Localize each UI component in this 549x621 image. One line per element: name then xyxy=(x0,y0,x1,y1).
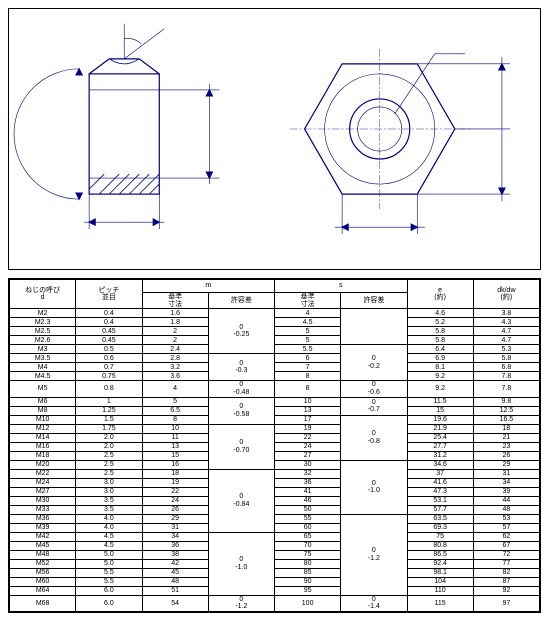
th-e: e(約) xyxy=(407,280,473,309)
table-row: M6150-0.58100-0.711.59.8 xyxy=(10,397,540,406)
table-row: M485.0387586.572 xyxy=(10,550,540,559)
table-row: M81.256.5131512.5 xyxy=(10,406,540,415)
table-row: M30.52.45.50-0.26.45.3 xyxy=(10,345,540,354)
th-s: s xyxy=(275,280,408,293)
table-row: M162.0132427.723 xyxy=(10,442,540,451)
th-m: m xyxy=(142,280,275,293)
table-row: M646.0519511092 xyxy=(10,586,540,595)
table-row: M121.75100-0.701921.918 xyxy=(10,424,540,433)
table-row: M222.5180-0.84323731 xyxy=(10,469,540,478)
specification-table: ねじの呼びd ピッチ並目 m s e(約) dk/dw(約) 基準寸法 許容差 … xyxy=(8,278,541,613)
table-row: M364.029550-1.263.553 xyxy=(10,514,540,523)
th-dk: dk/dw(約) xyxy=(473,280,539,309)
table-row: M303.5244653.144 xyxy=(10,496,540,505)
th-d: ねじの呼びd xyxy=(10,280,76,309)
th-m-base: 基準寸法 xyxy=(142,293,208,309)
table-row: M424.5340-1.0657562 xyxy=(10,532,540,541)
table-row: M142.0112225.421 xyxy=(10,433,540,442)
table-row: M243.0193641.634 xyxy=(10,478,540,487)
table-row: M202.516300-1.034.629 xyxy=(10,460,540,469)
table-row: M20.41.60-0.2544.63.8 xyxy=(10,309,540,318)
th-s-tol: 許容差 xyxy=(341,293,407,309)
th-m-tol: 許容差 xyxy=(208,293,274,309)
table-row: M101.58170-0.819.616.5 xyxy=(10,415,540,424)
th-pitch: ピッチ並目 xyxy=(76,280,142,309)
table-row: M394.0316069.357 xyxy=(10,523,540,532)
technical-drawing xyxy=(8,8,541,270)
table-row: M605.5489010487 xyxy=(10,577,540,586)
table-row: M686.0540-1.21000-1.411597 xyxy=(10,595,540,611)
table-row: M2.50.45255.84.7 xyxy=(10,327,540,336)
th-s-base: 基準寸法 xyxy=(275,293,341,309)
table-row: M50.840-0.4880-0.69.27.8 xyxy=(10,381,540,397)
table-row: M273.0224147.339 xyxy=(10,487,540,496)
table-row: M2.60.45255.84.7 xyxy=(10,336,540,345)
table-row: M182.5152731.226 xyxy=(10,451,540,460)
table-row: M4.50.753.689.27.8 xyxy=(10,372,540,381)
table-row: M3.50.62.80-0.366.95.8 xyxy=(10,354,540,363)
table-row: M40.73.278.16.8 xyxy=(10,363,540,372)
table-row: M454.5367080.867 xyxy=(10,541,540,550)
table-row: M565.5458598.182 xyxy=(10,568,540,577)
table-row: M2.30.41.84.55.24.3 xyxy=(10,318,540,327)
table-row: M333.5265057.748 xyxy=(10,505,540,514)
table-row: M525.0428092.477 xyxy=(10,559,540,568)
